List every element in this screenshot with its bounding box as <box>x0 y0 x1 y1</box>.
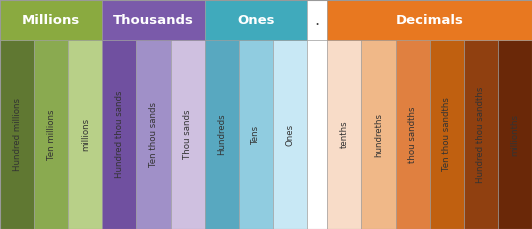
Bar <box>430 40 464 229</box>
Text: Millions: Millions <box>22 14 80 27</box>
Text: Thousands: Thousands <box>113 14 194 27</box>
Text: Thou sands: Thou sands <box>183 110 192 159</box>
Bar <box>327 0 532 40</box>
Bar <box>102 40 136 229</box>
Bar <box>34 40 68 229</box>
Text: .: . <box>314 13 320 27</box>
Bar <box>0 0 102 40</box>
Bar <box>68 40 102 229</box>
Bar <box>205 0 307 40</box>
Text: Decimals: Decimals <box>396 14 463 27</box>
Bar <box>0 40 34 229</box>
Text: Ones: Ones <box>237 14 275 27</box>
Bar <box>361 40 396 229</box>
Bar <box>273 40 307 229</box>
Bar <box>396 40 430 229</box>
Text: Ten thou sandths: Ten thou sandths <box>442 98 451 172</box>
Bar <box>171 40 205 229</box>
Text: Hundred thou sands: Hundred thou sands <box>115 91 124 178</box>
Bar <box>498 40 532 229</box>
Text: Ten millions: Ten millions <box>47 109 56 160</box>
Bar <box>464 40 498 229</box>
Text: Hundred millions: Hundred millions <box>13 98 22 171</box>
Bar <box>307 40 327 229</box>
Bar <box>327 40 361 229</box>
Text: Ten thou sands: Ten thou sands <box>149 102 158 167</box>
Text: hundreths: hundreths <box>374 112 383 157</box>
Text: Hundred thou sandths: Hundred thou sandths <box>476 86 485 183</box>
Text: millions: millions <box>81 118 90 151</box>
Bar <box>239 40 273 229</box>
Text: tenths: tenths <box>340 121 349 148</box>
Text: Tens: Tens <box>251 125 260 144</box>
Bar <box>102 0 205 40</box>
Bar <box>205 40 239 229</box>
Text: Hundreds: Hundreds <box>217 114 226 155</box>
Text: Ones: Ones <box>285 123 294 146</box>
Bar <box>307 0 327 40</box>
Text: thou sandths: thou sandths <box>408 106 417 163</box>
Bar <box>136 40 171 229</box>
Text: millionths: millionths <box>510 114 519 155</box>
